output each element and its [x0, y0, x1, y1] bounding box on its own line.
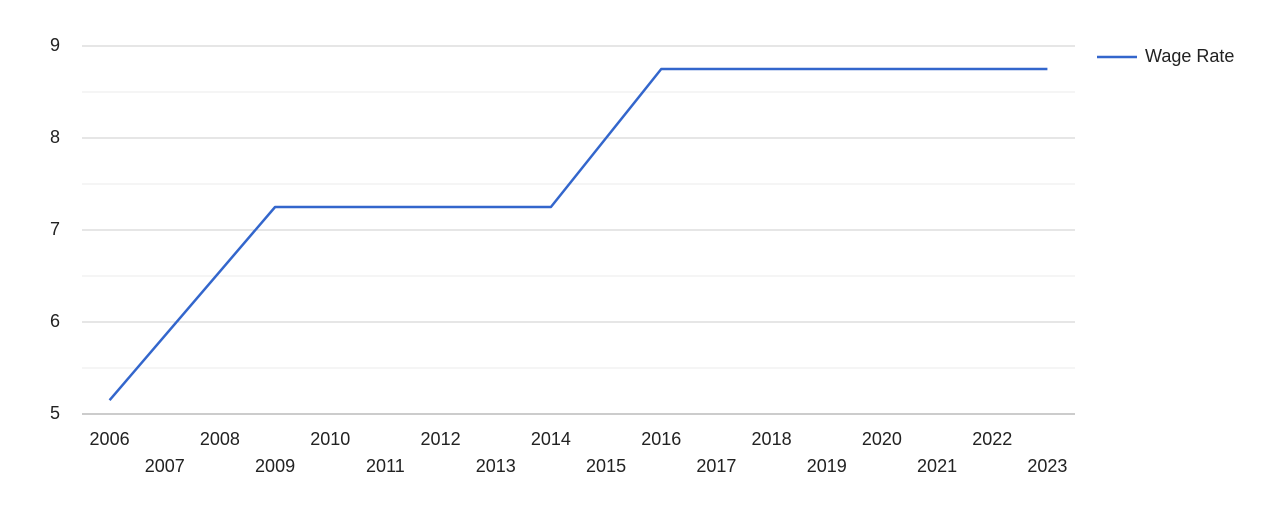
y-tick-label: 5	[50, 403, 60, 423]
x-tick-label: 2009	[255, 456, 295, 476]
x-tick-label: 2014	[531, 429, 571, 449]
x-tick-label: 2007	[145, 456, 185, 476]
x-tick-label: 2008	[200, 429, 240, 449]
y-tick-label: 9	[50, 35, 60, 55]
x-tick-label: 2016	[641, 429, 681, 449]
x-tick-label: 2006	[90, 429, 130, 449]
x-tick-label: 2018	[752, 429, 792, 449]
line	[108, 67, 1048, 402]
x-tick-label: 2022	[972, 429, 1012, 449]
x-tick-label: 2011	[366, 456, 405, 476]
x-tick-label: 2019	[807, 456, 847, 476]
y-tick-label: 8	[50, 127, 60, 147]
legend-label: Wage Rate	[1145, 46, 1234, 66]
x-tick-label: 2021	[917, 456, 957, 476]
y-tick-label: 6	[50, 311, 60, 331]
x-tick-label: 2023	[1027, 456, 1067, 476]
y-tick-label: 7	[50, 219, 60, 239]
x-tick-label: 2012	[421, 429, 461, 449]
x-tick-label: 2013	[476, 456, 516, 476]
x-tick-label: 2017	[696, 456, 736, 476]
x-tick-label: 2010	[310, 429, 350, 449]
x-tick-label: 2020	[862, 429, 902, 449]
x-tick-label: 2015	[586, 456, 626, 476]
